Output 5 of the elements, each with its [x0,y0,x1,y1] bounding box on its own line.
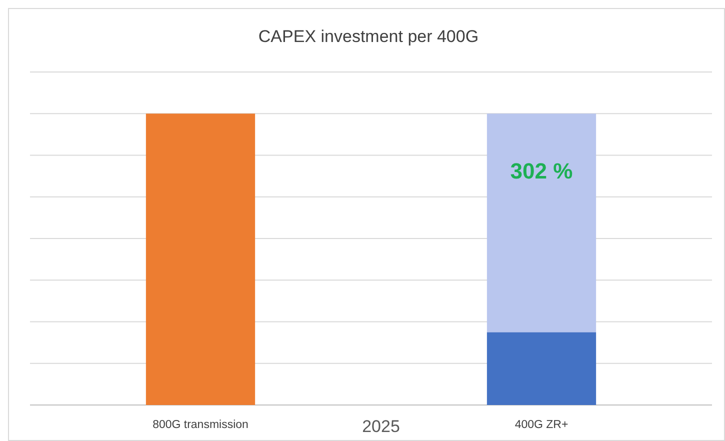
annotation: 302 % [510,158,573,184]
chart-title: CAPEX investment per 400G [258,27,479,46]
x-tick-label: 800G transmission [152,419,248,431]
x-tick-label: 400G ZR+ [514,419,568,431]
x-axis-title: 2025 [362,417,400,436]
